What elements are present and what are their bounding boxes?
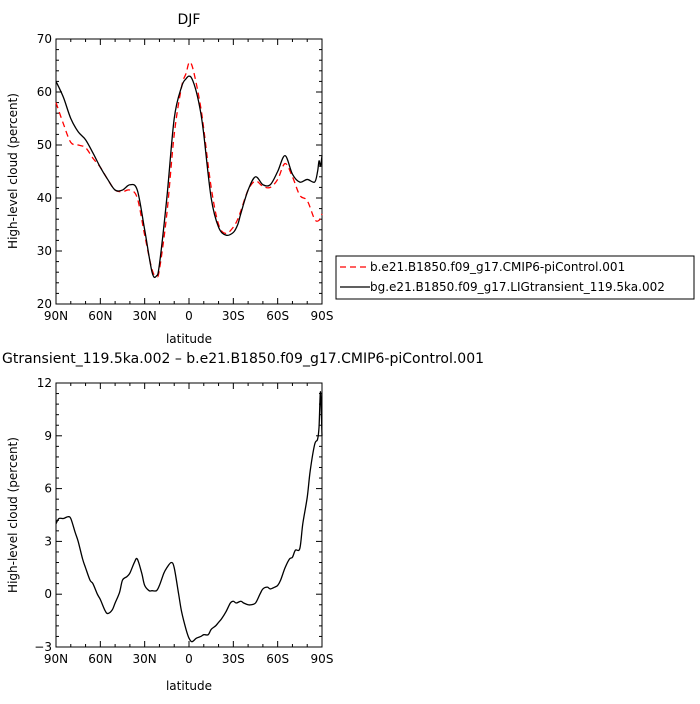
top-plot-frame (55, 38, 323, 305)
bottom-y-tick-label: 6 (44, 482, 52, 496)
bottom-y-axis-label: High-level cloud (percent) (6, 437, 20, 593)
top-chart-title: DJF (178, 12, 201, 28)
top-series-line-0 (55, 61, 323, 278)
top-chart-panel: DJF 90N 60N 30N 0 30S 60S 90S 20 30 40 50 60 70 lati… (6, 12, 333, 346)
top-x-tick-label: 90S (311, 309, 334, 323)
bottom-chart-panel: Gtransient_119.5ka.002 – b.e21.B1850.f09… (2, 351, 484, 693)
bottom-x-tick-label: 30N (133, 652, 157, 666)
top-x-tick-label: 60N (88, 309, 112, 323)
bottom-x-axis-label: latitude (166, 679, 212, 693)
bottom-y-tick-label: 12 (37, 376, 52, 390)
bottom-x-tick-label: 30S (222, 652, 245, 666)
top-x-axis-label: latitude (166, 332, 212, 346)
legend-label-control: b.e21.B1850.f09_g17.CMIP6-piControl.001 (370, 260, 625, 274)
bottom-x-tick-label: 60N (88, 652, 112, 666)
top-x-tick-label: 0 (185, 309, 193, 323)
legend-box (335, 255, 695, 300)
bottom-y-tick-label: 3 (44, 534, 52, 548)
top-series-lines (55, 61, 323, 279)
bottom-chart-title: Gtransient_119.5ka.002 – b.e21.B1850.f09… (2, 351, 484, 367)
bottom-x-tick-label: 90N (44, 652, 68, 666)
bottom-x-tick-label: 60S (266, 652, 289, 666)
top-series-line-1 (55, 75, 323, 279)
top-y-tick-label: 20 (37, 297, 52, 311)
bottom-x-tick-label: 0 (185, 652, 193, 666)
top-x-tick-label: 30N (133, 309, 157, 323)
bottom-y-tick-label: 0 (44, 587, 52, 601)
top-y-axis-label: High-level cloud (percent) (6, 93, 20, 249)
top-y-tick-label: 50 (37, 138, 52, 152)
bottom-y-tick-label: −3 (34, 640, 52, 654)
bottom-x-tick-label: 90S (311, 652, 334, 666)
top-x-tick-label: 90N (44, 309, 68, 323)
bottom-plot-frame (55, 382, 323, 648)
top-y-tick-label: 30 (37, 244, 52, 258)
top-axis-ticks: 90N 60N 30N 0 30S 60S 90S 20 30 40 50 60 70 (37, 32, 334, 323)
top-y-tick-label: 60 (37, 85, 52, 99)
legend: b.e21.B1850.f09_g17.CMIP6-piControl.001 … (335, 255, 695, 300)
legend-label-transient: bg.e21.B1850.f09_g17.LIGtransient_119.5k… (370, 280, 665, 294)
top-x-tick-label: 30S (222, 309, 245, 323)
bottom-series-lines (55, 391, 323, 643)
top-y-tick-label: 40 (37, 191, 52, 205)
bottom-axis-ticks: 90N 60N 30N 0 30S 60S 90S −3 0 3 6 9 12 (34, 376, 333, 666)
top-x-tick-label: 60S (266, 309, 289, 323)
bottom-y-tick-label: 9 (44, 429, 52, 443)
bottom-series-line-0 (55, 391, 323, 643)
top-y-tick-label: 70 (37, 32, 52, 46)
